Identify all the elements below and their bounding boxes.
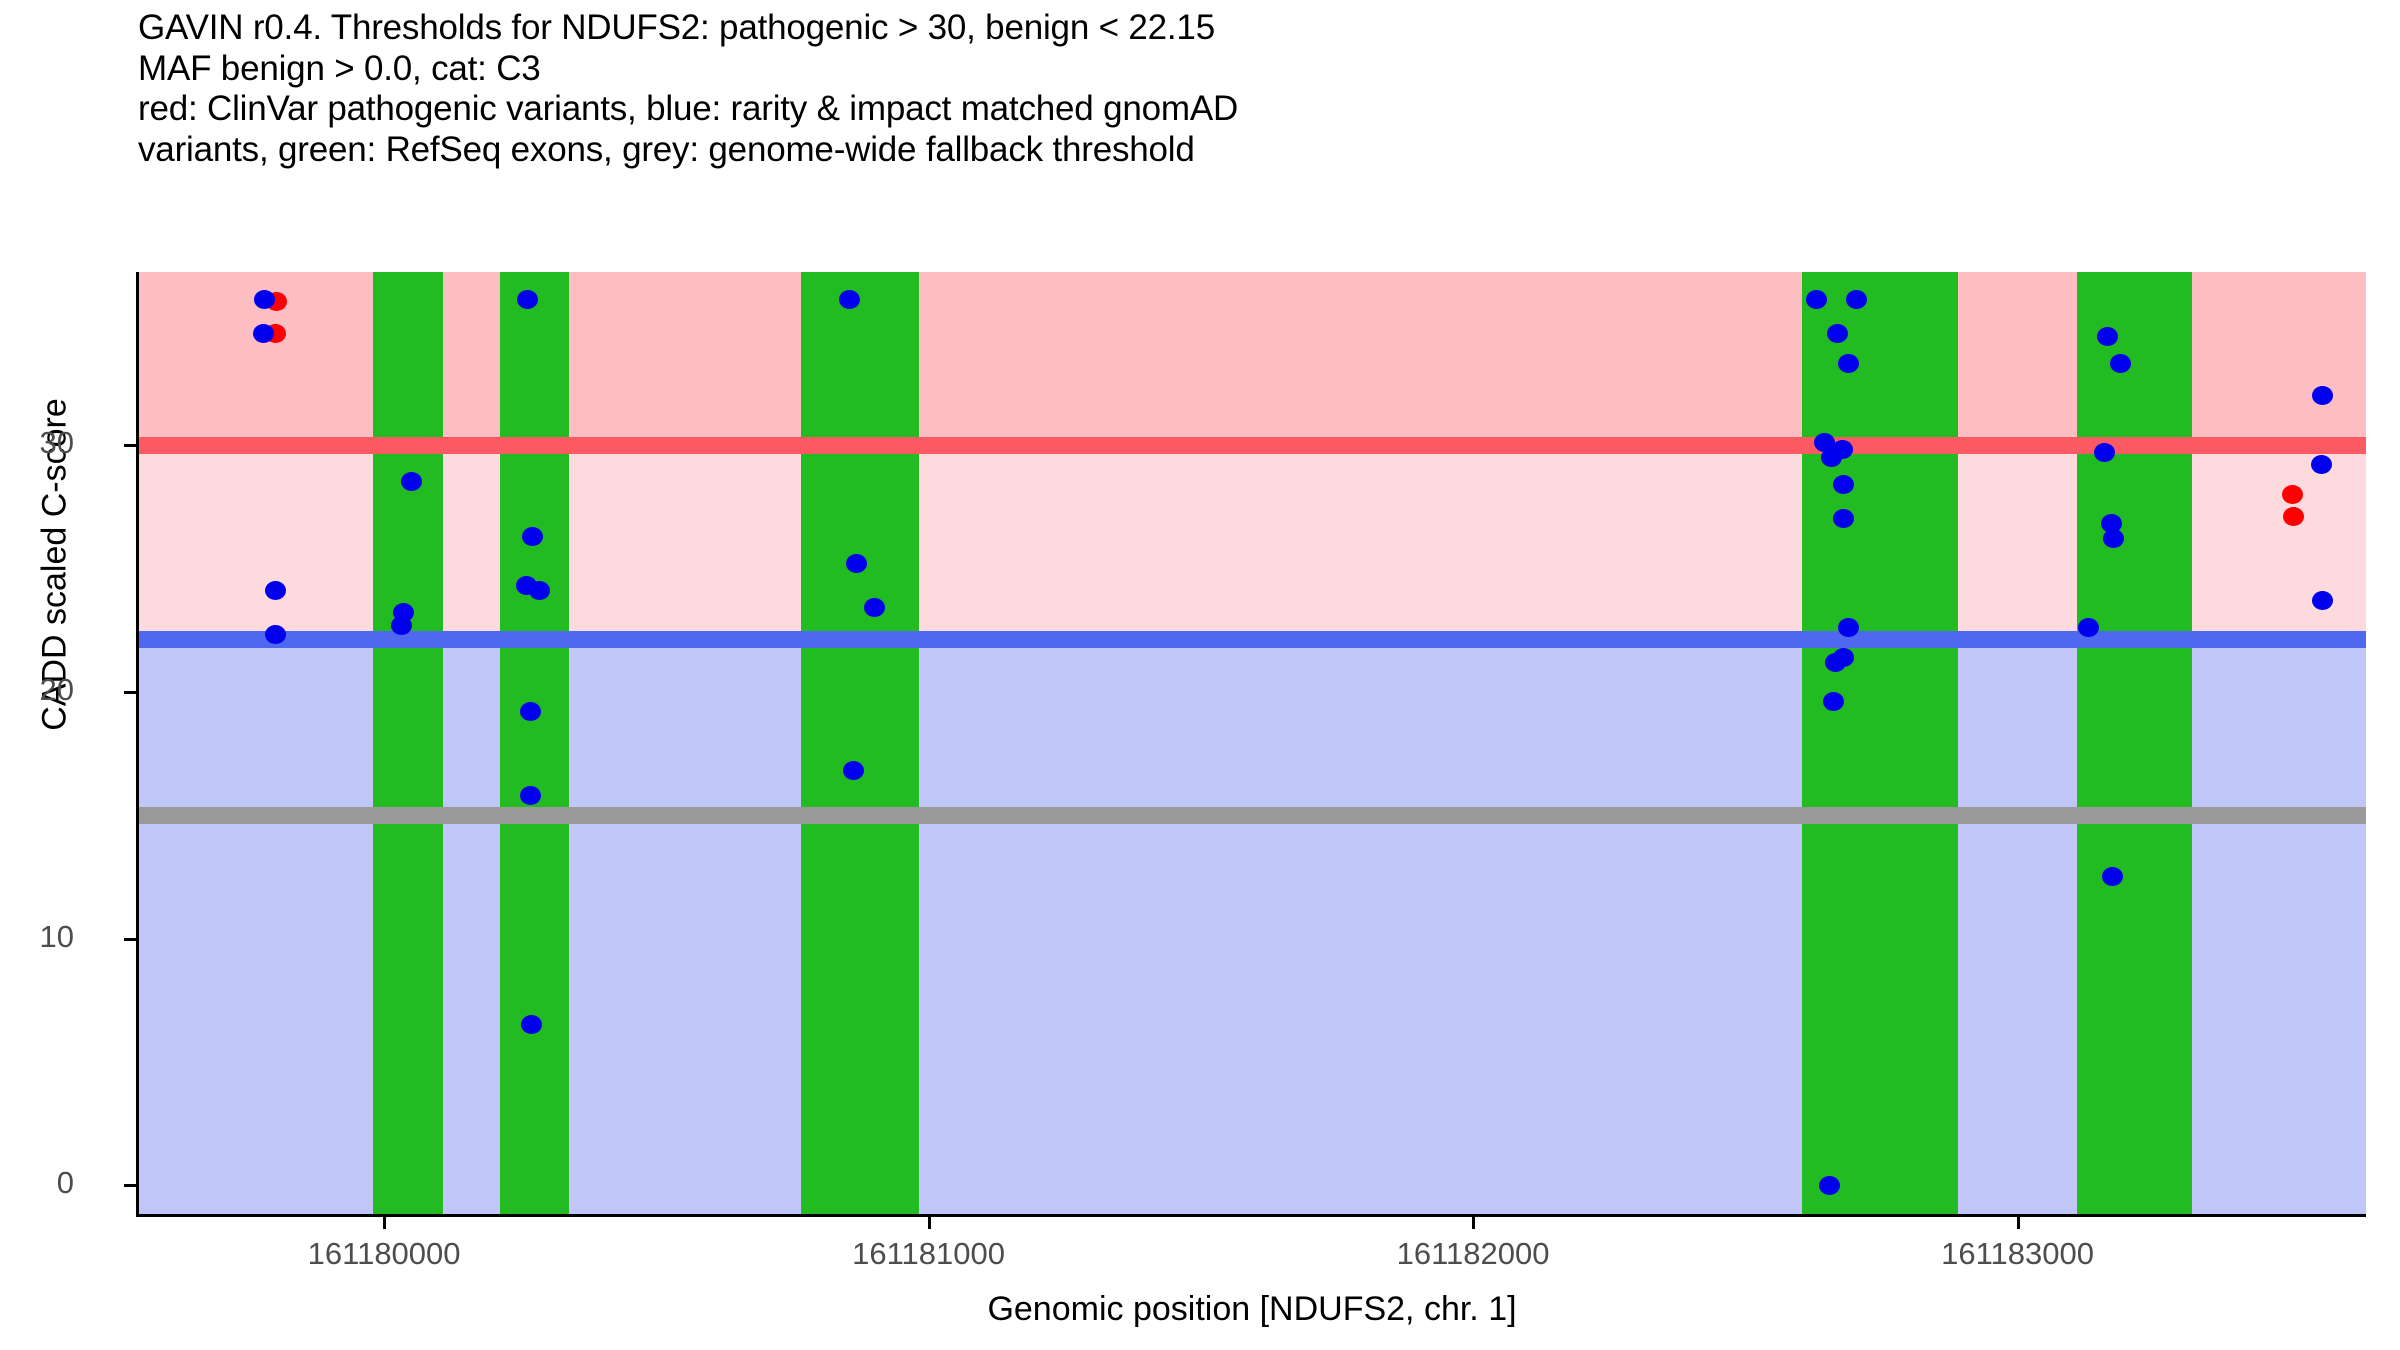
title-line-2: MAF benign > 0.0, cat: C3 xyxy=(138,48,541,88)
benign-band xyxy=(138,638,2366,1215)
data-point xyxy=(391,615,413,635)
data-point xyxy=(528,580,550,600)
data-point xyxy=(519,701,541,721)
y-tick-label: 20 xyxy=(39,671,74,707)
data-point xyxy=(2281,484,2303,504)
data-point xyxy=(2096,326,2118,346)
data-point xyxy=(2310,455,2332,475)
data-point xyxy=(1823,692,1844,712)
data-point xyxy=(1819,1175,1841,1195)
data-point xyxy=(863,598,885,618)
data-point xyxy=(839,289,861,309)
data-point xyxy=(1846,289,1868,309)
data-point xyxy=(2110,353,2132,373)
x-tick xyxy=(383,1217,387,1229)
x-tick xyxy=(2016,1217,2020,1229)
data-point xyxy=(1832,509,1854,529)
x-tick-label: 161181000 xyxy=(852,1236,1006,1271)
x-tick xyxy=(1472,1217,1476,1229)
x-tick-label: 161180000 xyxy=(307,1236,461,1271)
x-axis-label: Genomic position [NDUFS2, chr. 1] xyxy=(987,1290,1517,1328)
exon-2 xyxy=(500,272,569,1215)
data-point xyxy=(252,324,274,344)
pathogenic-band xyxy=(138,272,2366,445)
data-point xyxy=(264,580,286,600)
y-tick-label: 0 xyxy=(56,1165,74,1201)
data-point xyxy=(2311,590,2333,610)
data-point xyxy=(2102,529,2124,549)
data-point xyxy=(264,625,286,645)
data-point xyxy=(846,553,868,573)
data-point xyxy=(1813,432,1835,452)
exon-3 xyxy=(801,272,920,1215)
y-tick xyxy=(124,1184,136,1188)
data-point xyxy=(1820,447,1842,467)
data-point xyxy=(1827,324,1849,344)
data-point xyxy=(2283,506,2305,526)
data-point xyxy=(2077,617,2099,637)
data-point xyxy=(516,289,538,309)
data-point xyxy=(2094,442,2116,462)
data-point xyxy=(1838,353,1860,373)
data-point xyxy=(521,526,543,546)
data-point xyxy=(1832,474,1854,494)
x-tick xyxy=(927,1217,931,1229)
data-point xyxy=(842,761,864,781)
y-axis-line xyxy=(136,272,139,1217)
exon-5 xyxy=(2077,272,2192,1215)
title-line-4: variants, green: RefSeq exons, grey: gen… xyxy=(138,129,1195,169)
y-tick-label: 10 xyxy=(39,918,74,954)
x-tick-label: 161182000 xyxy=(1396,1236,1550,1271)
data-point xyxy=(1805,289,1827,309)
y-tick xyxy=(124,937,136,941)
data-point xyxy=(2102,867,2124,887)
x-axis-line xyxy=(136,1214,2366,1217)
vous-band xyxy=(138,444,2366,639)
title-line-1: GAVIN r0.4. Thresholds for NDUFS2: patho… xyxy=(138,8,1215,47)
title-line-3: red: ClinVar pathogenic variants, blue: … xyxy=(138,89,1239,128)
exon-4 xyxy=(1802,272,1958,1215)
plot-panel xyxy=(138,272,2366,1215)
y-tick xyxy=(124,443,136,447)
data-point xyxy=(400,472,422,492)
y-tick xyxy=(124,690,136,694)
x-tick-label: 161183000 xyxy=(1941,1236,2094,1271)
threshold-line-genome-wide-fallback xyxy=(138,807,2366,825)
exon-1 xyxy=(373,272,443,1215)
threshold-line-pathogenic xyxy=(138,436,2366,454)
data-point xyxy=(2311,385,2333,405)
y-tick-label: 30 xyxy=(39,424,74,460)
y-axis-label: CADD scaled C-score xyxy=(35,398,74,731)
threshold-line-benign xyxy=(138,630,2366,648)
data-point xyxy=(2100,514,2122,534)
data-point xyxy=(520,1015,542,1035)
data-point xyxy=(1838,617,1860,637)
data-point xyxy=(519,785,541,805)
chart-title: GAVIN r0.4. Thresholds for NDUFS2: patho… xyxy=(138,8,2338,170)
data-point xyxy=(1832,647,1854,667)
data-point xyxy=(253,289,275,309)
